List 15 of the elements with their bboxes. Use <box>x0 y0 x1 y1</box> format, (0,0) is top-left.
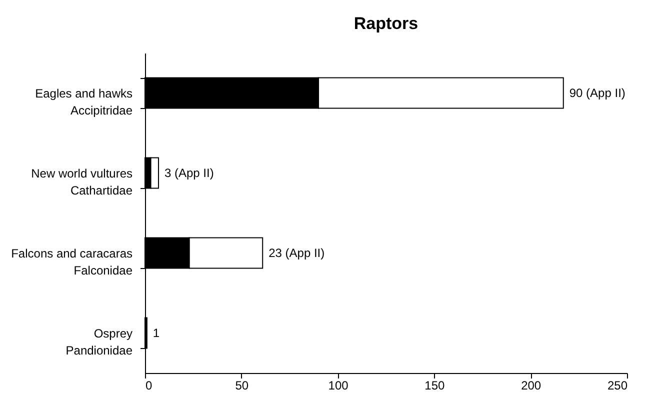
chart-title: Raptors <box>354 14 418 33</box>
x-tick-label: 200 <box>521 378 542 392</box>
y-tick-label: New world vultures Cathartidae <box>31 166 133 198</box>
x-tick-label: 0 <box>146 378 152 392</box>
annotation: 1 <box>152 326 160 340</box>
y-tick-label: Eagles and hawks Accipitridae <box>35 86 133 118</box>
y-tick-label: Falcons and caracaras Falconidae <box>11 246 133 278</box>
x-tick-label: 250 <box>607 378 628 392</box>
annotation: 23 (App II) <box>268 246 325 260</box>
annotation: 90 (App II) <box>569 86 626 100</box>
x-tick-label: 100 <box>328 378 349 392</box>
x-tick-label: 50 <box>235 378 249 392</box>
x-tick-label: 150 <box>424 378 446 392</box>
annotation: 3 (App II) <box>164 166 214 180</box>
y-tick-label: Osprey Pandionidae <box>66 326 133 358</box>
